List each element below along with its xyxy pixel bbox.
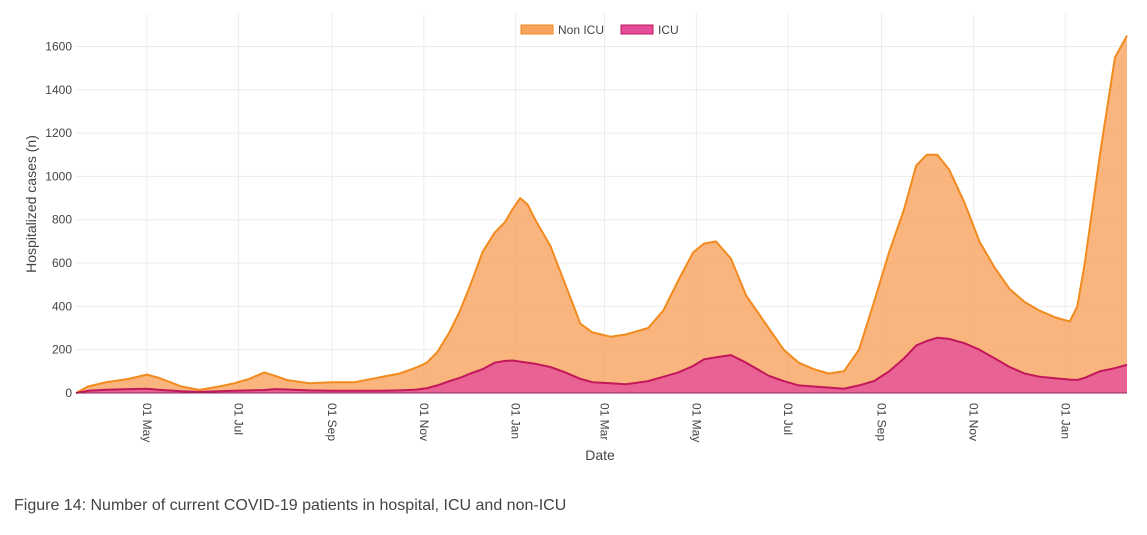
y-tick-label: 1400 [45, 83, 72, 97]
y-tick-label: 200 [52, 343, 72, 357]
y-tick-label: 0 [65, 386, 72, 400]
y-axis-ticks: 0 200 400 600 800 1000 1200 1400 1600 [45, 39, 72, 400]
y-tick-label: 1600 [45, 39, 72, 53]
x-axis-title: Date [585, 447, 615, 463]
x-axis-ticks: 01 May 01 Jul 01 Sep 01 Nov 01 Jan 01 Mar 01 M… [140, 403, 1072, 442]
x-tick-label: 01 May [689, 403, 703, 442]
x-tick-label: 01 Jul [232, 403, 246, 435]
y-tick-label: 400 [52, 299, 72, 313]
icu-line [75, 336, 1128, 394]
non-icu-area [76, 35, 1127, 393]
y-axis-title: Hospitalized cases (n) [23, 135, 39, 273]
legend[interactable]: Non ICU ICU [520, 23, 679, 37]
x-tick-label: 01 Nov [966, 403, 980, 441]
x-tick-label: 01 Jul [781, 403, 795, 435]
x-tick-label: 01 Mar [598, 403, 612, 440]
x-tick-label: 01 Jan [1058, 403, 1072, 439]
legend-label-icu[interactable]: ICU [658, 23, 679, 37]
icu-area [76, 337, 1127, 393]
y-tick-label: 1000 [45, 169, 72, 183]
y-tick-label: 800 [52, 213, 72, 227]
legend-swatch-icu[interactable] [620, 24, 654, 35]
x-tick-label: 01 Nov [417, 403, 431, 441]
non-icu-line [75, 35, 1128, 394]
y-tick-label: 1200 [45, 126, 72, 140]
area-series [75, 35, 1128, 394]
x-tick-label: 01 May [140, 403, 154, 442]
x-tick-label: 01 Sep [325, 403, 339, 441]
x-tick-label: 01 Sep [875, 403, 889, 441]
legend-swatch-non-icu[interactable] [520, 24, 554, 35]
y-tick-label: 600 [52, 256, 72, 270]
legend-label-non-icu[interactable]: Non ICU [558, 23, 604, 37]
x-tick-label: 01 Jan [509, 403, 523, 439]
figure-caption: Figure 14: Number of current COVID-19 pa… [14, 497, 567, 514]
